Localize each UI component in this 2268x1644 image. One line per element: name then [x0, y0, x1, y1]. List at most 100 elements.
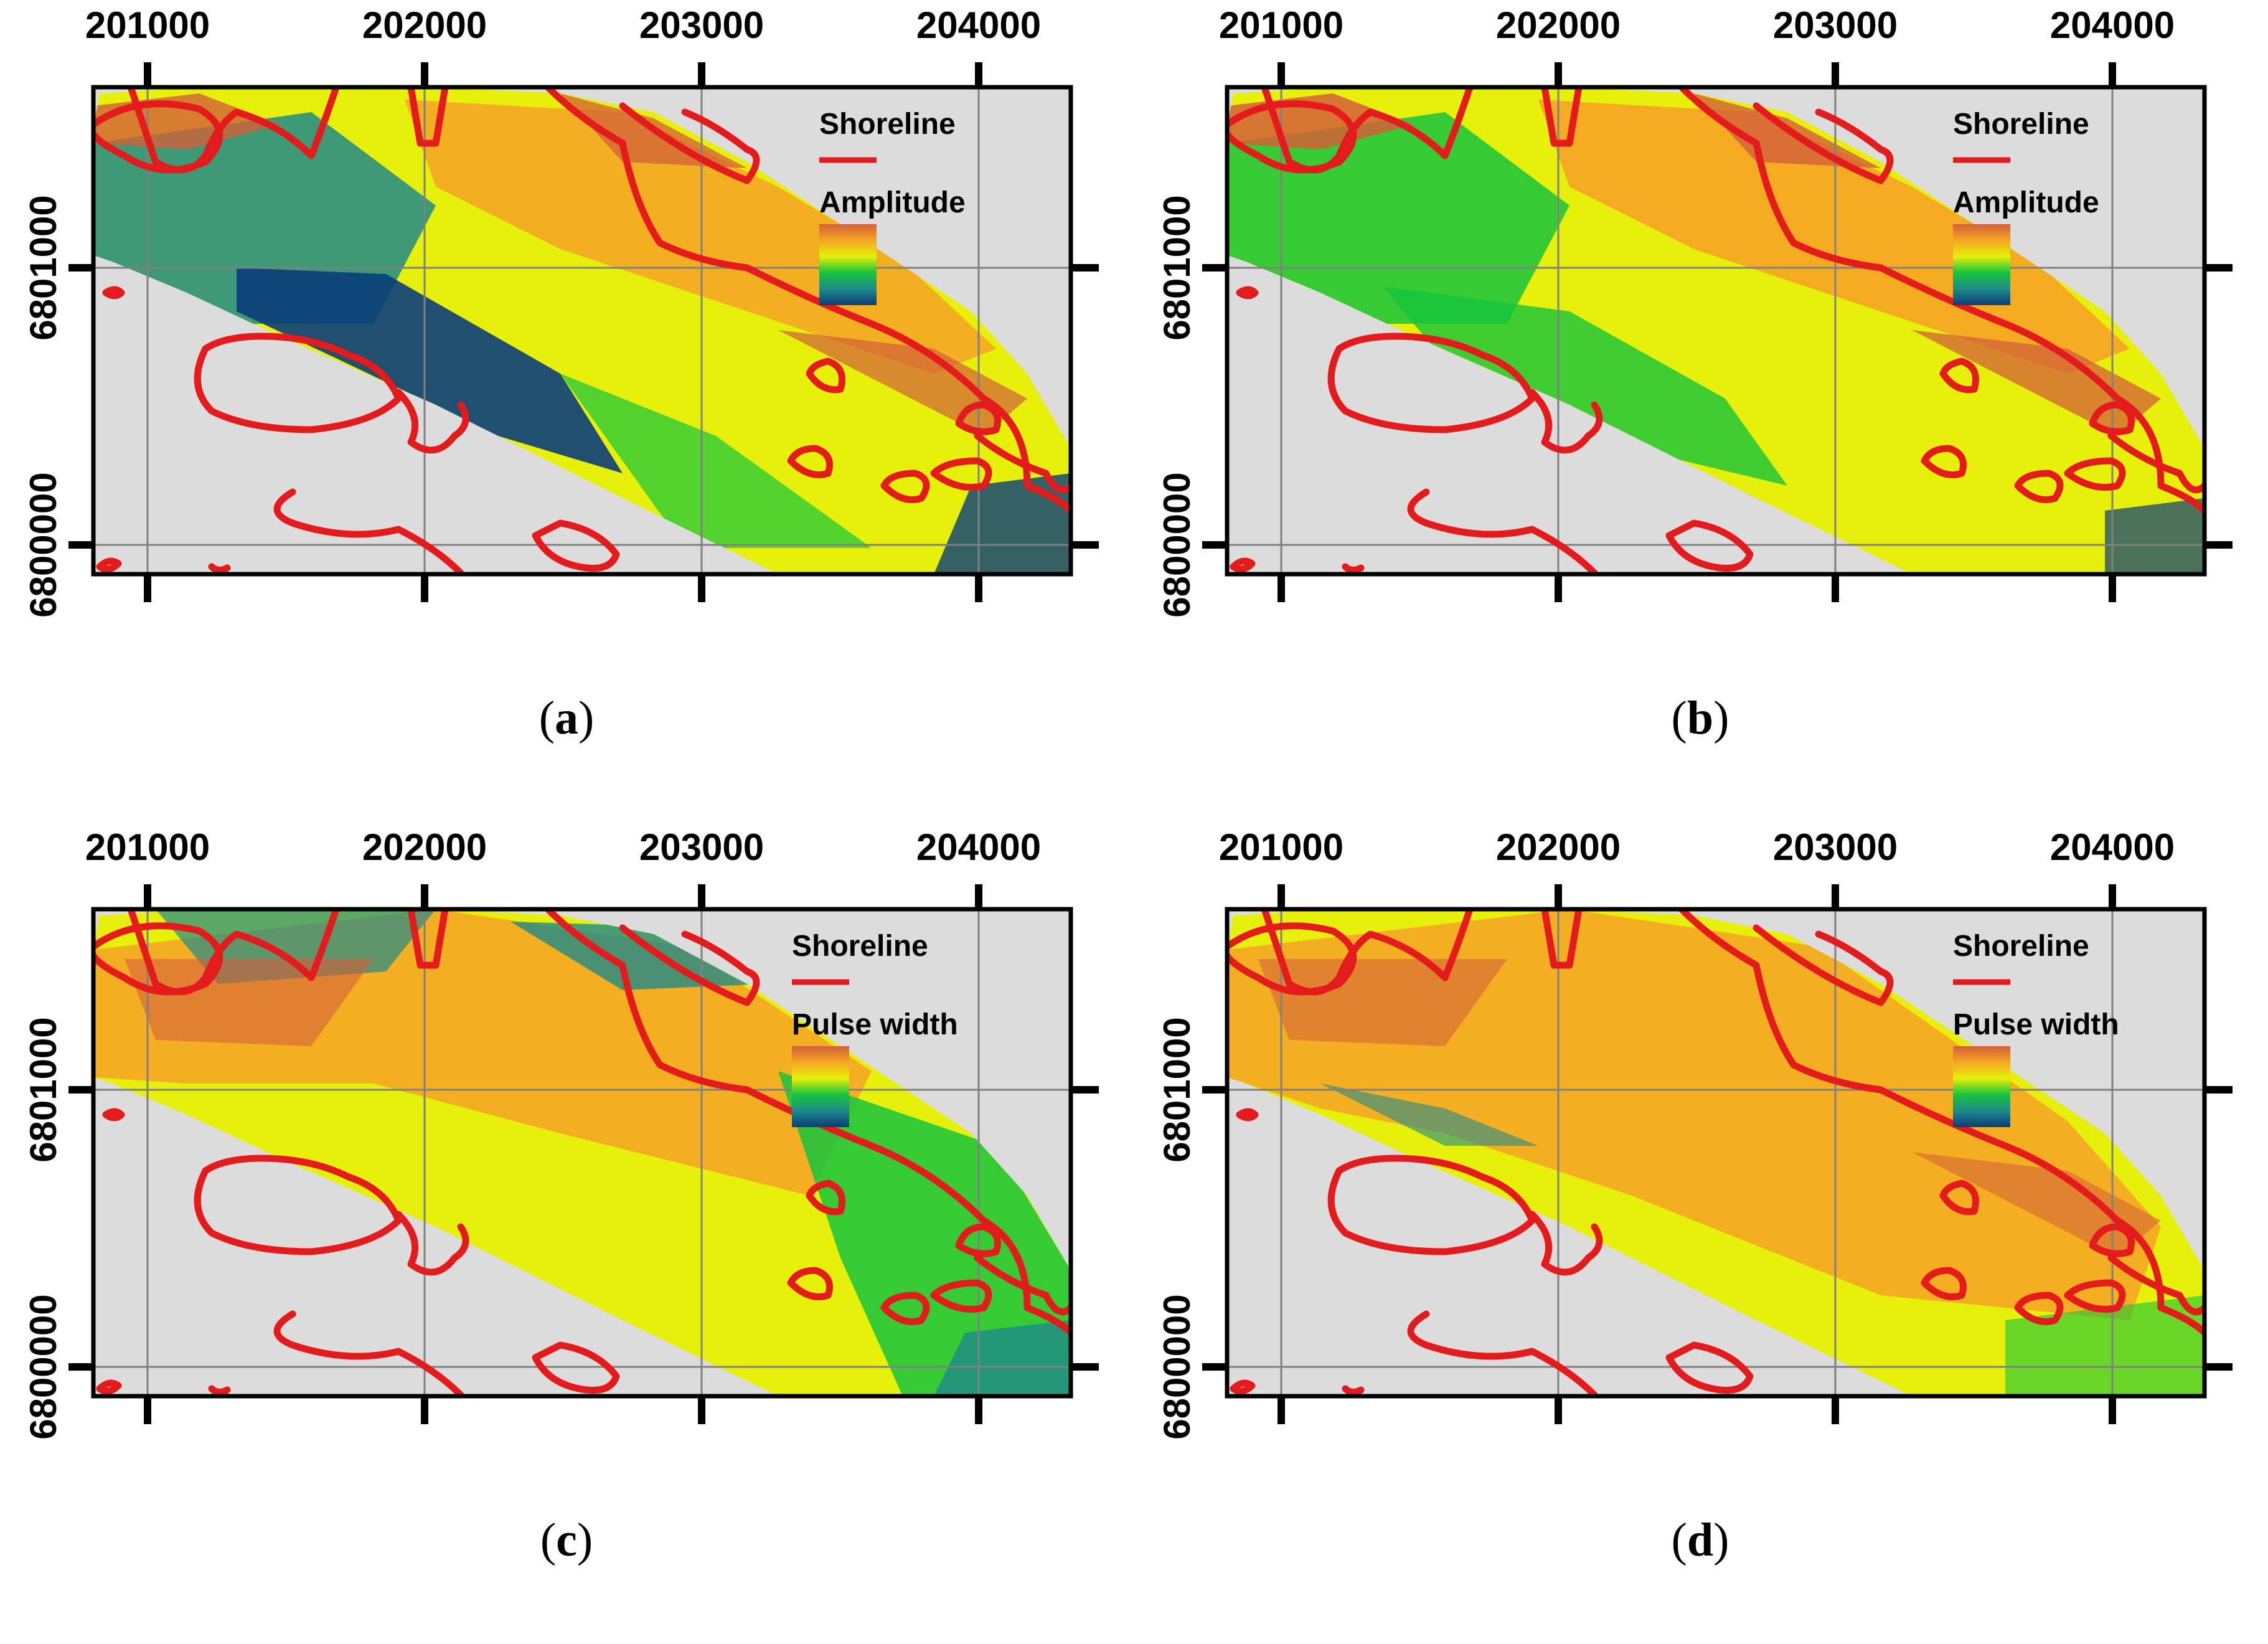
- shoreline-path: [1939, 1179, 1979, 1216]
- y-tick-label: 6800000: [1156, 472, 1198, 618]
- shoreline-path: [1665, 519, 1754, 572]
- shoreline-path: [1342, 1385, 1365, 1396]
- x-tick-label: 203000: [639, 826, 765, 868]
- x-tick-label: 203000: [639, 4, 765, 46]
- shoreline-path: [1230, 557, 1256, 573]
- map-frame: [1225, 907, 2207, 1399]
- shoreline-path: [1753, 102, 1894, 184]
- map-panel-a: 201000 202000 203000 204000 6801000 6800…: [0, 0, 1134, 822]
- legend-color-ramp: [819, 224, 877, 305]
- shoreline-path: [1939, 357, 1979, 394]
- shoreline-path: [1407, 488, 1598, 574]
- shoreline-path: [787, 1267, 833, 1300]
- shoreline-path: [395, 389, 469, 454]
- shoreline-path: [955, 401, 1001, 435]
- legend-color-ramp: [1953, 1046, 2010, 1127]
- legend-layer-label: Amplitude: [819, 186, 966, 219]
- map-panel-b: 201000 202000 203000 204000 6801000 6800…: [1134, 0, 2267, 822]
- y-tick-label: 6801000: [22, 1017, 64, 1163]
- x-tick-label: 204000: [2049, 826, 2175, 868]
- x-tick-label: 202000: [362, 4, 487, 46]
- legend-shoreline-label: Shoreline: [792, 930, 928, 963]
- shoreline-path: [96, 1379, 122, 1395]
- shoreline-path: [1678, 909, 1885, 1094]
- map-frame: [91, 85, 1073, 577]
- shoreline-path: [273, 1310, 464, 1396]
- shoreline-path: [880, 470, 930, 503]
- y-tick-label: 6801000: [22, 195, 64, 341]
- shoreline-path: [955, 1223, 1001, 1257]
- shoreline-path: [1921, 1267, 1967, 1300]
- shoreline-path: [1541, 909, 1583, 969]
- x-tick-label: 204000: [916, 826, 1042, 868]
- x-tick-label: 202000: [362, 826, 487, 868]
- shoreline-path: [532, 519, 620, 572]
- shoreline-path: [194, 1155, 402, 1255]
- y-tick-label: 6800000: [22, 472, 64, 618]
- shoreline-path: [93, 922, 224, 996]
- shoreline-path: [1528, 389, 1603, 454]
- shoreline-path: [930, 457, 992, 491]
- shoreline-path: [407, 87, 449, 147]
- shoreline-path: [102, 286, 125, 300]
- shoreline-path: [208, 563, 231, 574]
- shoreline-path: [974, 432, 1071, 494]
- shoreline-path: [532, 1341, 620, 1394]
- y-tick-label: 6801000: [1156, 1017, 1198, 1163]
- shoreline-path: [102, 1108, 125, 1122]
- raster-zone: [560, 374, 872, 548]
- x-tick-label: 201000: [85, 826, 210, 868]
- x-tick-label: 203000: [1772, 4, 1898, 46]
- shoreline-path: [1342, 563, 1365, 574]
- y-tick-label: 6800000: [1156, 1294, 1198, 1440]
- legend-layer-label: Pulse width: [1953, 1008, 2119, 1041]
- shoreline-path: [1541, 87, 1583, 147]
- shoreline-path: [1236, 1108, 1259, 1122]
- x-tick-label: 201000: [1218, 4, 1344, 46]
- shoreline-path: [787, 445, 833, 478]
- shoreline-path: [1227, 922, 1357, 996]
- shoreline-path: [407, 909, 449, 969]
- shoreline-path: [619, 924, 760, 1006]
- shoreline-path: [619, 102, 760, 184]
- map-panel-d: 201000 202000 203000 204000 6801000 6800…: [1134, 822, 2267, 1644]
- shoreline-path: [1327, 333, 1536, 433]
- shoreline-path: [974, 1254, 1071, 1316]
- shoreline-path: [806, 1179, 845, 1216]
- legend-color-ramp: [1953, 224, 2010, 305]
- shoreline-path: [1753, 924, 1894, 1006]
- legend-shoreline-label: Shoreline: [819, 108, 956, 141]
- panel-label: (c): [540, 1514, 593, 1566]
- shoreline-path: [2064, 1279, 2126, 1313]
- legend-layer-label: Pulse width: [792, 1008, 958, 1041]
- map-canvas-b: [1202, 62, 2233, 602]
- shoreline-path: [1528, 1211, 1603, 1276]
- shoreline-path: [1665, 1341, 1754, 1394]
- shoreline-path: [208, 1385, 231, 1396]
- shoreline-path: [880, 1292, 930, 1325]
- legend-shoreline-label: Shoreline: [1953, 930, 2089, 963]
- panel-label: (a): [539, 692, 595, 744]
- shoreline-path: [96, 557, 122, 573]
- shoreline-path: [930, 1279, 992, 1313]
- shoreline-path: [1227, 100, 1357, 174]
- legend-shoreline-label: Shoreline: [1953, 108, 2089, 141]
- x-tick-label: 204000: [916, 4, 1042, 46]
- shoreline-path: [2014, 470, 2064, 503]
- shoreline-path: [1407, 1310, 1598, 1396]
- x-tick-label: 202000: [1495, 4, 1621, 46]
- x-tick-label: 201000: [85, 4, 210, 46]
- shoreline-path: [544, 87, 751, 272]
- shoreline-path: [1921, 445, 1967, 478]
- raster-zone: [1227, 112, 1569, 324]
- raster-zone: [93, 112, 436, 324]
- map-canvas-c: [68, 884, 1099, 1424]
- shoreline-path: [2107, 432, 2204, 494]
- shoreline-path: [2089, 401, 2135, 435]
- map-frame: [1225, 85, 2207, 577]
- map-panel-c: 201000 202000 203000 204000 6801000 6800…: [0, 822, 1134, 1644]
- map-canvas-a: [68, 62, 1099, 602]
- x-tick-label: 202000: [1495, 826, 1621, 868]
- shoreline-path: [273, 488, 464, 574]
- raster-zone: [237, 268, 623, 473]
